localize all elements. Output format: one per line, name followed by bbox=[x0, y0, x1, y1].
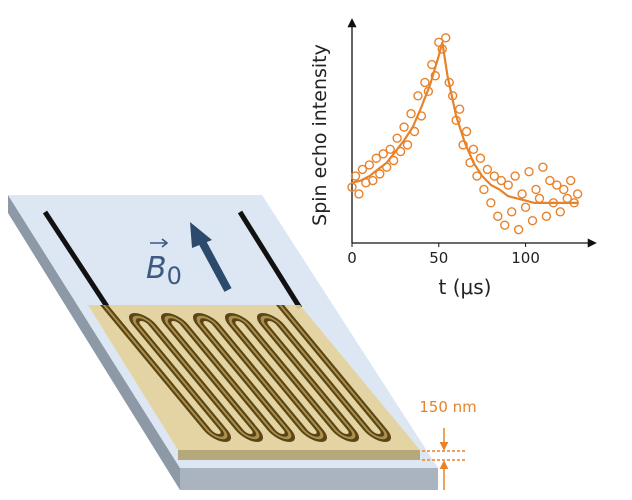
vector-arrow bbox=[150, 238, 169, 248]
data-point bbox=[503, 180, 513, 190]
lead bbox=[42, 210, 111, 310]
data-point bbox=[364, 160, 375, 170]
data-point bbox=[406, 108, 416, 119]
data-point bbox=[347, 182, 357, 192]
x-tick-label: 0 bbox=[347, 249, 357, 267]
data-point bbox=[517, 189, 527, 199]
data-point bbox=[451, 115, 461, 126]
data-point bbox=[496, 175, 506, 186]
data-point bbox=[430, 71, 441, 81]
field-symbol: B bbox=[146, 251, 167, 286]
data-point bbox=[441, 33, 451, 43]
x-axis-label: t (μs) bbox=[439, 275, 492, 299]
data-point bbox=[388, 155, 399, 166]
data-point bbox=[378, 149, 388, 159]
data-point bbox=[413, 91, 423, 101]
data-point bbox=[375, 169, 385, 179]
data-point bbox=[520, 202, 531, 213]
film bbox=[88, 305, 420, 460]
field-arrow bbox=[196, 236, 232, 292]
data-point bbox=[482, 164, 493, 175]
data-point bbox=[555, 207, 565, 217]
data-point bbox=[454, 104, 465, 114]
data-point bbox=[392, 133, 402, 143]
data-point bbox=[447, 91, 458, 101]
data-point bbox=[559, 184, 569, 195]
y-axis-label: Spin echo intensity bbox=[309, 44, 331, 226]
data-point bbox=[423, 86, 434, 97]
data-point bbox=[475, 153, 486, 163]
data-point bbox=[566, 175, 576, 186]
data-point bbox=[458, 140, 468, 150]
data-point bbox=[465, 158, 475, 168]
data-point bbox=[402, 140, 413, 150]
data-point bbox=[493, 211, 503, 221]
data-point bbox=[472, 171, 482, 181]
data-point bbox=[399, 122, 409, 132]
data-point bbox=[538, 162, 548, 172]
field-arrowhead bbox=[190, 222, 212, 248]
data-point bbox=[409, 126, 420, 137]
data-point bbox=[545, 175, 555, 186]
data-point bbox=[357, 164, 368, 175]
data-point bbox=[382, 162, 392, 172]
data-point bbox=[506, 207, 517, 217]
data-point bbox=[420, 77, 430, 88]
fit-line bbox=[351, 42, 578, 204]
data-point bbox=[548, 198, 559, 208]
data-point bbox=[395, 146, 406, 157]
data-point bbox=[541, 211, 552, 221]
inset-chart: 0 50 100 bbox=[347, 18, 597, 267]
data-point bbox=[513, 224, 524, 235]
field-label: B0 bbox=[146, 251, 182, 290]
data-point bbox=[562, 193, 572, 204]
data-point bbox=[354, 189, 364, 199]
data-point bbox=[572, 189, 583, 199]
lead bbox=[237, 210, 303, 310]
data-point bbox=[416, 111, 427, 121]
x-tick-label: 100 bbox=[511, 249, 540, 267]
data-point bbox=[350, 171, 361, 181]
data-point bbox=[444, 77, 454, 88]
data-point bbox=[371, 153, 381, 163]
field-subscript: 0 bbox=[167, 262, 182, 290]
thickness-label: 150 nm bbox=[419, 398, 477, 416]
data-point bbox=[489, 171, 500, 181]
data-point bbox=[527, 215, 538, 226]
x-tick-label: 50 bbox=[429, 249, 448, 267]
data-point bbox=[510, 171, 520, 181]
data-point bbox=[569, 198, 579, 208]
data-point bbox=[486, 198, 496, 208]
data-point bbox=[385, 144, 395, 155]
data-point bbox=[552, 180, 562, 190]
data-point bbox=[468, 144, 479, 155]
data-point bbox=[479, 184, 489, 195]
data-point bbox=[427, 59, 437, 70]
data-point bbox=[534, 193, 545, 204]
data-point bbox=[531, 184, 541, 195]
data-point bbox=[500, 220, 510, 230]
data-point bbox=[368, 175, 378, 186]
data-point bbox=[461, 126, 472, 137]
data-point bbox=[437, 44, 447, 54]
data-point bbox=[524, 166, 534, 177]
